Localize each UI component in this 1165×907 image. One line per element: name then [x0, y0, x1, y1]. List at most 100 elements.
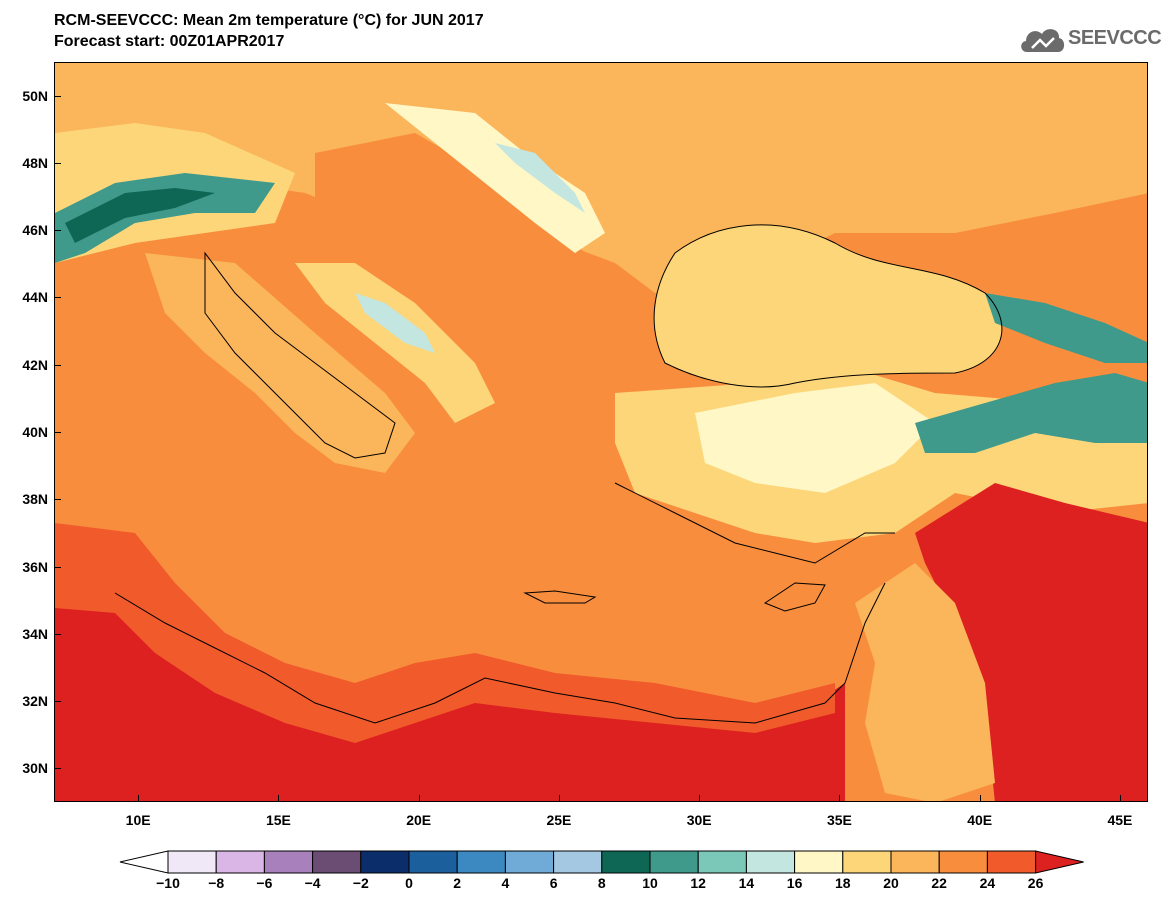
- colorbar-swatch: [553, 850, 603, 874]
- colorbar-swatch: [360, 850, 410, 874]
- alps-core: [65, 188, 215, 243]
- chart-subtitle: Forecast start: 00Z01APR2017: [54, 33, 285, 50]
- lat-tick: [54, 432, 61, 433]
- lat-tick: [54, 499, 61, 501]
- lat-tick: [54, 364, 61, 366]
- lat-tick-label: 46N: [22, 222, 48, 239]
- north-africa-warm: [55, 523, 835, 743]
- colorbar-swatch: [649, 850, 699, 874]
- lat-tick: [54, 633, 61, 635]
- colorbar-label: −8: [208, 875, 225, 891]
- colorbar-label: 18: [835, 875, 851, 891]
- colorbar-label: 2: [453, 875, 462, 891]
- balkan-land: [315, 133, 615, 393]
- lat-tick: [54, 701, 61, 703]
- colorbar-label: −10: [156, 875, 180, 891]
- colorbar-label: −4: [304, 875, 321, 891]
- lat-tick: [54, 230, 61, 232]
- colorbar-label: 20: [883, 875, 899, 891]
- anatolia-cool-core: [695, 383, 935, 493]
- lat-tick-label: 34N: [22, 625, 48, 642]
- lon-tick-label: 30E: [686, 812, 712, 828]
- dinarides-cool: [295, 263, 495, 423]
- colorbar-swatch: [263, 850, 314, 874]
- lat-tick-label: 32N: [22, 693, 48, 710]
- colorbar-label: 14: [738, 875, 755, 891]
- chart-title: RCM-SEEVCCC: Mean 2m temperature (°C) fo…: [54, 12, 484, 29]
- colorbar-swatch: [504, 850, 555, 874]
- lon-tick-label: 40E: [967, 812, 993, 828]
- italy-land: [145, 253, 415, 473]
- lon-tick-label: 10E: [125, 812, 151, 828]
- colorbar-label: −6: [256, 875, 273, 891]
- lat-tick: [54, 297, 61, 299]
- colorbar-swatch: [986, 850, 1037, 874]
- lat-tick-label: 50N: [22, 87, 48, 104]
- colorbar-swatch: [745, 850, 796, 874]
- colorbar-label: 22: [931, 875, 947, 891]
- lon-tick: [979, 795, 981, 802]
- caucasus-cold-north: [985, 293, 1147, 363]
- lat-tick-label: 42N: [22, 356, 48, 373]
- colorbar-under-triangle: [119, 850, 169, 874]
- carpathians-cool: [385, 103, 605, 253]
- lon-tick-label: 45E: [1107, 812, 1133, 828]
- lat-tick-label: 44N: [22, 289, 48, 306]
- lon-tick-label: 15E: [265, 812, 291, 828]
- colorbar-label: 4: [501, 875, 510, 891]
- cloud-icon: [1021, 29, 1065, 52]
- lat-tick: [54, 95, 61, 97]
- lon-tick: [839, 795, 841, 802]
- colorbar-label: 24: [979, 875, 996, 891]
- colorbar-swatch: [456, 850, 506, 874]
- lat-tick-label: 40N: [22, 424, 48, 440]
- middle-east-hot: [915, 483, 1147, 801]
- colorbar-label: 16: [786, 875, 803, 891]
- levant-warm: [855, 563, 995, 801]
- lat-tick: [54, 162, 61, 164]
- lon-tick-label: 35E: [826, 812, 852, 828]
- colorbar-label: 12: [690, 875, 706, 891]
- colorbar-swatch: [938, 850, 988, 874]
- temperature-map[interactable]: [54, 62, 1148, 802]
- seevccc-logo: SEEVCCC: [1018, 22, 1162, 56]
- colorbar-label: 10: [642, 875, 658, 891]
- colorbar-label: 0: [405, 875, 413, 891]
- black-sea: [654, 224, 1002, 387]
- lon-tick-label: 25E: [546, 812, 572, 828]
- coastline-italy: [204, 251, 396, 459]
- lat-tick: [54, 768, 61, 770]
- colorbar-swatch: [842, 850, 892, 874]
- colorbar-swatch: [408, 850, 458, 874]
- colorbar-label: 8: [597, 875, 606, 891]
- colorbar-swatch: [794, 850, 844, 874]
- colorbar-label: 26: [1027, 875, 1044, 891]
- coastline-africa: [114, 582, 886, 724]
- colorbar-swatch: [167, 850, 217, 874]
- lon-tick: [558, 795, 560, 802]
- caucasus-cold: [915, 373, 1147, 453]
- colorbar-label: 6: [549, 875, 558, 891]
- map-canvas: [55, 63, 1147, 801]
- lon-tick: [278, 795, 280, 802]
- alps-cold: [55, 173, 275, 263]
- lat-tick-label: 30N: [22, 760, 48, 777]
- coastline-anatolia-south: [614, 482, 895, 564]
- colorbar-swatch: [215, 850, 265, 874]
- cyprus: [763, 582, 826, 612]
- colorbar-swatch: [312, 850, 362, 874]
- crete: [523, 590, 597, 604]
- lon-tick: [138, 795, 140, 802]
- carpathians-cold: [495, 143, 585, 213]
- colorbar-swatch: [601, 850, 651, 874]
- colorbar-label: −2: [352, 875, 369, 891]
- colorbar-swatch: [697, 850, 747, 874]
- lat-tick: [54, 566, 61, 568]
- lat-tick-label: 48N: [22, 154, 48, 171]
- lat-tick-label: 36N: [22, 558, 48, 575]
- northern-land-warm: [55, 63, 1147, 293]
- colorbar-over-triangle: [1035, 850, 1084, 874]
- lon-tick: [1119, 795, 1121, 802]
- colorbar-swatch: [890, 850, 940, 874]
